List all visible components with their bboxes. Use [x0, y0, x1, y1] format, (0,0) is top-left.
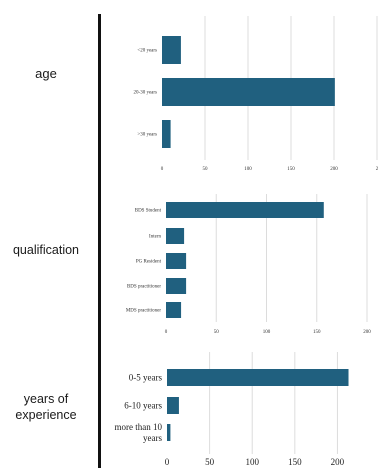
- x-tick-label: 0: [165, 457, 170, 467]
- category-label: 6-10 years: [124, 401, 162, 411]
- x-tick-label: 50: [203, 167, 209, 172]
- bar: [166, 278, 187, 294]
- bar: [166, 253, 187, 269]
- category-label: >30 years: [137, 133, 157, 138]
- row-label-age: age: [35, 66, 57, 81]
- row-label-years-of-experience: years of experience: [15, 392, 77, 422]
- x-tick-label: 100: [263, 330, 271, 335]
- bar: [167, 424, 171, 441]
- bar: [162, 78, 335, 106]
- x-tick-label: 150: [287, 167, 295, 172]
- experience-chart: 0 50 100 150 200 0-5 years 6-10 years more than…: [115, 352, 349, 467]
- category-label: more than 10 years: [115, 422, 163, 443]
- qualification-chart: 0 50 100 150 200 BDS Student Intern PG Resident…: [126, 194, 371, 335]
- category-label: BDS practitioner: [127, 285, 161, 290]
- category-label: PG Resident: [136, 260, 162, 265]
- category-label: 20-30 years: [134, 91, 158, 96]
- x-tick-label: 200: [330, 167, 338, 172]
- x-tick-label: 100: [244, 167, 252, 172]
- category-label: MDS practitioner: [126, 309, 161, 314]
- category-label: 0-5 years: [129, 373, 163, 383]
- x-tick-label: 50: [205, 457, 215, 467]
- x-tick-label: 150: [313, 330, 321, 335]
- bar: [162, 120, 171, 148]
- category-label: <20 years: [137, 49, 157, 54]
- x-tick-label: 2: [376, 167, 379, 172]
- x-tick-label: 50: [214, 330, 220, 335]
- category-label: BDS Student: [135, 209, 162, 214]
- bar: [162, 36, 181, 64]
- bar: [166, 228, 185, 244]
- x-tick-label: 0: [161, 167, 164, 172]
- age-chart: 0 50 100 150 200 2 <20 years 20-30 years >30 yea…: [134, 16, 379, 172]
- bar: [167, 369, 349, 386]
- divider-line: [98, 14, 101, 468]
- x-tick-label: 150: [288, 457, 302, 467]
- bar: [167, 397, 179, 414]
- x-tick-label: 200: [331, 457, 345, 467]
- x-tick-label: 200: [363, 330, 371, 335]
- bar: [166, 302, 182, 318]
- bar: [166, 202, 324, 218]
- x-tick-label: 0: [165, 330, 168, 335]
- category-label: Intern: [149, 235, 161, 240]
- x-tick-label: 100: [245, 457, 259, 467]
- row-label-qualification: qualification: [12, 243, 79, 257]
